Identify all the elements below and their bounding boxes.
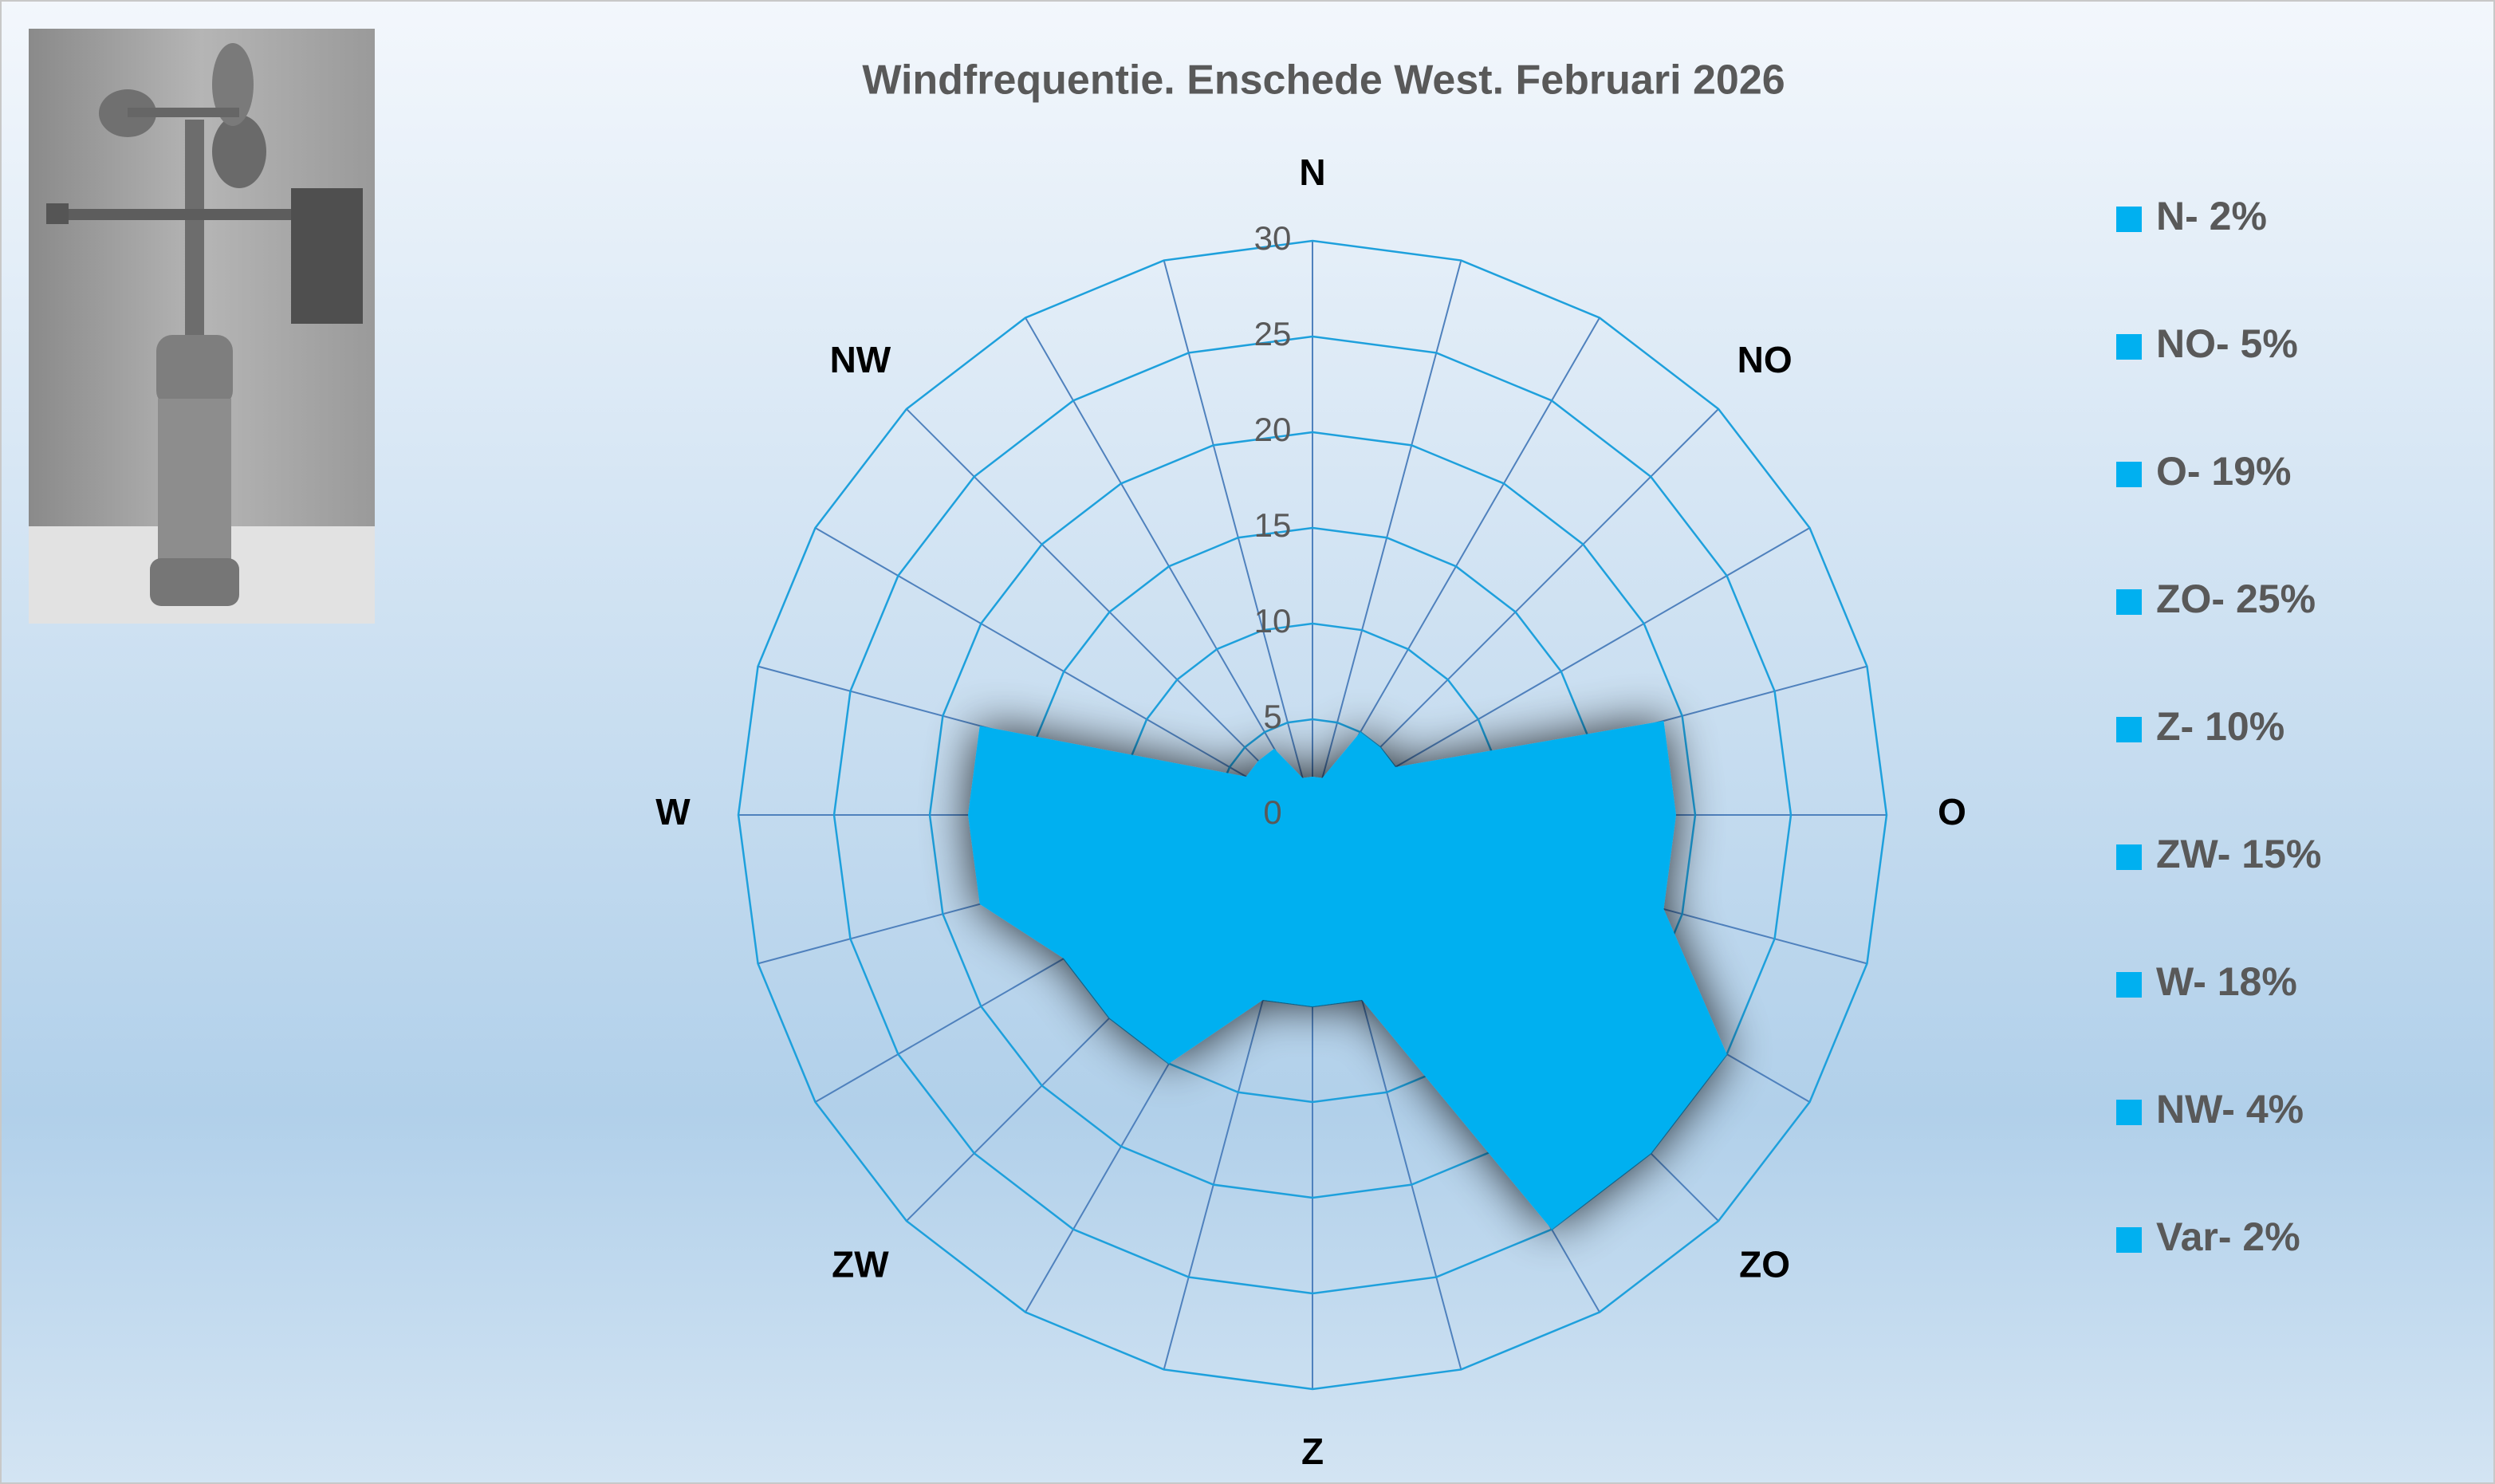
category-label: NW — [830, 339, 891, 380]
grid-ring — [832, 335, 1793, 1295]
radar-area — [968, 720, 1727, 1230]
legend-swatch — [2116, 334, 2142, 360]
grid-ring — [928, 431, 1697, 1199]
legend-swatch — [2116, 462, 2142, 487]
legend-swatch — [2116, 207, 2142, 232]
r-tick-label: 0 — [1263, 793, 1281, 831]
legend-label: ZW- 15% — [2156, 832, 2321, 876]
legend-swatch — [2116, 1227, 2142, 1253]
legend-swatch — [2116, 972, 2142, 998]
r-tick-label: 10 — [1254, 602, 1292, 640]
r-tick-label: 20 — [1254, 411, 1292, 448]
legend-swatch — [2116, 717, 2142, 742]
legend-label: NW- 4% — [2156, 1087, 2304, 1132]
r-tick-label: 25 — [1254, 315, 1292, 352]
category-label: Z — [1301, 1431, 1324, 1472]
category-label: O — [1938, 791, 1966, 833]
r-tick-label: 30 — [1254, 219, 1292, 257]
category-label: ZW — [832, 1243, 889, 1285]
r-tick-label: 15 — [1254, 506, 1292, 544]
legend-swatch — [2116, 1100, 2142, 1125]
grid-ring — [1024, 526, 1601, 1104]
legend-label: NO- 5% — [2156, 321, 2298, 366]
legend-label: W- 18% — [2156, 959, 2297, 1004]
legend-label: Var- 2% — [2156, 1214, 2300, 1259]
legend-label: O- 19% — [2156, 449, 2292, 494]
legend-label: ZO- 25% — [2156, 577, 2316, 621]
legend-swatch — [2116, 589, 2142, 615]
category-label: W — [655, 791, 691, 833]
photo — [29, 29, 375, 624]
legend-swatch — [2116, 844, 2142, 870]
chart-title: Windfrequentie. Enschede West. Februari … — [862, 57, 1785, 104]
r-tick-label: 5 — [1263, 698, 1281, 735]
legend-label: Z- 10% — [2156, 704, 2284, 749]
category-label: N — [1299, 152, 1325, 193]
category-label: ZO — [1739, 1243, 1790, 1285]
grid-ring — [737, 239, 1888, 1391]
legend-label: N- 2% — [2156, 194, 2267, 238]
category-label: NO — [1737, 339, 1793, 380]
